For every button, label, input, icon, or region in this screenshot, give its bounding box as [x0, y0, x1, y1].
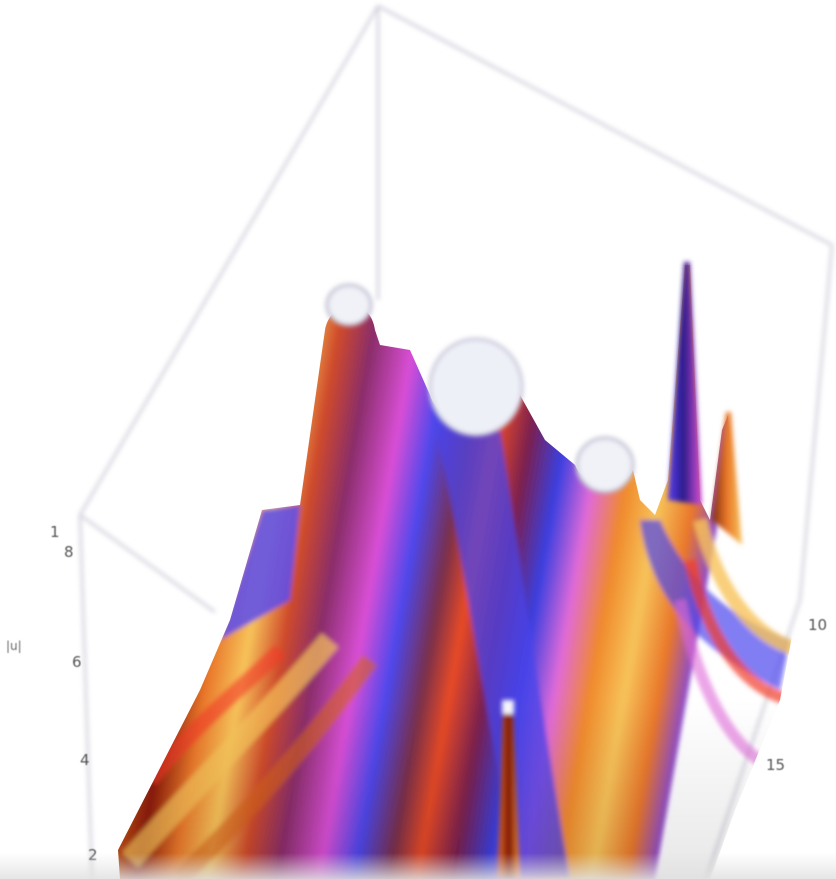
z-axis-label: |u| — [6, 639, 22, 653]
spike-front — [498, 712, 520, 879]
left-tick-1: 1 — [50, 523, 60, 541]
clipped-peak-3 — [575, 436, 635, 494]
spike-right-tall — [668, 262, 702, 505]
spikes — [498, 262, 742, 879]
left-tick-4: 4 — [80, 751, 90, 769]
right-axis: 10 15 — [766, 616, 827, 774]
clipped-peak-2 — [428, 337, 524, 437]
right-tick-2: 15 — [766, 756, 785, 774]
spike-front-cap — [502, 700, 514, 714]
clipped-peaks — [325, 283, 635, 494]
spike-right-short — [712, 412, 742, 545]
window-bottom-edge — [0, 853, 836, 879]
left-tick-3: 6 — [72, 653, 82, 671]
right-tick-1: 10 — [808, 616, 827, 634]
surface — [118, 265, 795, 879]
clipped-peak-1 — [325, 283, 373, 327]
left-tick-2: 8 — [64, 543, 74, 561]
left-axis: 1 8 6 4 2 |u| — [6, 523, 98, 864]
